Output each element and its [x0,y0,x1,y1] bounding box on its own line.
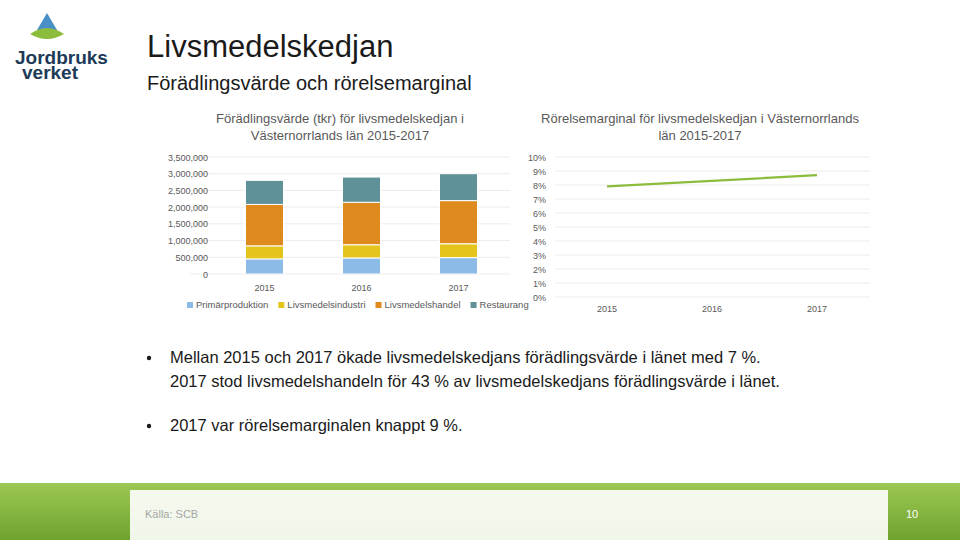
logo: Jordbruksverket [15,13,108,83]
canvas: Jordbruksverket Livsmedelskedjan Förädling… [0,0,960,540]
grid-line [555,199,870,200]
y-tick-label: 10% [528,153,546,163]
bar [246,259,284,274]
bar [440,244,478,258]
grid-line [555,157,870,158]
grid-line [190,157,510,158]
footer-panel [130,490,888,540]
grid-line [555,269,870,270]
grid-line [555,227,870,228]
bar [343,258,381,274]
bullet-text: Mellan 2015 och 2017 ökade livsmedelsked… [170,348,761,366]
chart-title: Förädlingsvärde (tkr) för livsmedelskedj… [180,110,500,144]
x-tick-label: 2017 [448,283,468,293]
bar [246,246,284,259]
y-tick-label: 1% [533,279,546,289]
line [607,175,817,186]
title: Livsmedelskedjan [147,29,393,64]
y-tick-label: 3,500,000 [168,153,208,163]
y-tick-label: 2,000,000 [168,203,208,213]
grid-line [555,171,870,172]
legend-swatch [278,302,284,308]
bar [440,201,478,244]
grid-line [555,213,870,214]
bullet-text: 2017 var rörelsemarginalen knappt 9 %. [170,416,463,434]
subtitle: Förädlingsvärde och rörelsemarginal [147,72,472,94]
logo-text: verket [22,62,79,83]
bar [343,202,381,244]
y-tick-label: 6% [533,209,546,219]
lines [607,175,817,186]
grid-line [555,283,870,284]
y-tick-label: 3% [533,251,546,261]
bar [440,258,478,274]
y-tick-label: 1,000,000 [168,236,208,246]
footer-band [0,483,960,540]
y-tick-label: 8% [533,181,546,191]
grid-line [555,297,870,298]
legend-label: Primärproduktion [196,299,268,310]
page-number: 10 [906,508,918,520]
grid-line [555,185,870,186]
grid-line [555,241,870,242]
bar [343,177,381,202]
y-tick-label: 1,500,000 [168,219,208,229]
y-tick-label: 2,500,000 [168,186,208,196]
logo-shape [30,28,64,39]
bar-chart: 0 500,000 1,000,000 1,500,000 2,000,000 2,500… [168,153,529,311]
legend-label: Restaurang [480,299,529,310]
logo-shape [37,13,57,30]
y-tick-label: 9% [533,167,546,177]
bar [440,174,478,201]
y-tick-label: 3,000,000 [168,169,208,179]
x-tick-label: 2017 [807,304,827,314]
x-tick-label: 2016 [702,304,722,314]
legend-swatch [471,302,477,308]
bullet-dot [147,424,151,428]
line-chart: 0% 1% 2% 3% 4% 5% 6% 7% 8% 9% 10% 2015 2016 2017 [528,153,870,315]
legend-label: Livsmedelshandel [385,299,461,310]
bar [246,180,284,204]
y-tick-label: 2% [533,265,546,275]
chart-title: Rörelsemarginal för livsmedelskedjan i V… [540,110,860,144]
legend-swatch [187,302,193,308]
y-tick-label: 500,000 [175,253,208,263]
legend-swatch [376,302,382,308]
y-tick-label: 0 [203,270,208,280]
x-tick-label: 2016 [351,283,371,293]
y-tick-label: 5% [533,223,546,233]
slide: Jordbruksverket Livsmedelskedjan Förädling… [0,0,960,540]
bullet-dot [147,356,151,360]
x-tick-label: 2015 [597,304,617,314]
x-tick-label: 2015 [254,283,274,293]
source: Källa: SCB [145,508,198,520]
grid-line [555,255,870,256]
bars [246,174,478,274]
y-tick-label: 0% [533,293,546,303]
legend-label: Livsmedelsindustri [287,299,365,310]
bar [343,245,381,258]
y-tick-label: 4% [533,237,546,247]
legend: Primärproduktion Livsmedelsindustri Livsme… [187,299,529,310]
bullet-text: 2017 stod livsmedelshandeln för 43 % av … [170,372,780,390]
bar [246,204,284,245]
y-tick-label: 7% [533,195,546,205]
